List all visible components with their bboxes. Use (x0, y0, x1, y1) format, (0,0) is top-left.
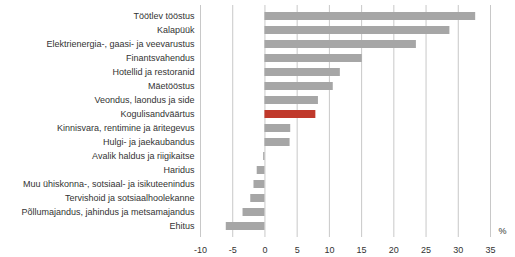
svg-text:30: 30 (453, 245, 463, 255)
svg-text:Hulgi- ja jaekaubandus: Hulgi- ja jaekaubandus (103, 137, 195, 147)
svg-text:Elektrienergia-, gaasi- ja vee: Elektrienergia-, gaasi- ja veevarustus (46, 39, 195, 49)
svg-text:Kogulisandväärtus: Kogulisandväärtus (120, 109, 195, 119)
svg-text:Töötlev tööstus: Töötlev tööstus (133, 11, 195, 21)
svg-text:15: 15 (357, 245, 367, 255)
svg-text:35: 35 (485, 245, 495, 255)
svg-text:Tervishoid ja sotsiaalhoolekan: Tervishoid ja sotsiaalhoolekanne (65, 193, 195, 203)
svg-text:Finantsvahendus: Finantsvahendus (126, 53, 195, 63)
svg-text:0: 0 (262, 245, 267, 255)
svg-text:20: 20 (389, 245, 399, 255)
svg-text:-10: -10 (194, 245, 207, 255)
svg-text:%: % (498, 226, 506, 236)
svg-text:10: 10 (324, 245, 334, 255)
svg-text:Hotellid ja restoranid: Hotellid ja restoranid (112, 67, 194, 77)
svg-text:5: 5 (295, 245, 300, 255)
svg-text:Kalapüük: Kalapüük (157, 25, 195, 35)
svg-text:Ehitus: Ehitus (169, 221, 195, 231)
svg-text:25: 25 (421, 245, 431, 255)
svg-text:Haridus: Haridus (163, 165, 195, 175)
svg-text:Veondus, laondus ja side: Veondus, laondus ja side (94, 95, 194, 105)
svg-text:Kinnisvara, rentimine ja ärite: Kinnisvara, rentimine ja äritegevus (57, 123, 195, 133)
svg-text:Põllumajandus, jahindus ja met: Põllumajandus, jahindus ja metsamajandus (21, 207, 195, 217)
svg-text:Avalik haldus ja riigikaitse: Avalik haldus ja riigikaitse (92, 151, 194, 161)
svg-text:-5: -5 (229, 245, 237, 255)
svg-text:Muu ühiskonna-, sotsiaal- ja i: Muu ühiskonna-, sotsiaal- ja isikuteenin… (23, 179, 195, 189)
svg-text:Mäetööstus: Mäetööstus (148, 81, 195, 91)
